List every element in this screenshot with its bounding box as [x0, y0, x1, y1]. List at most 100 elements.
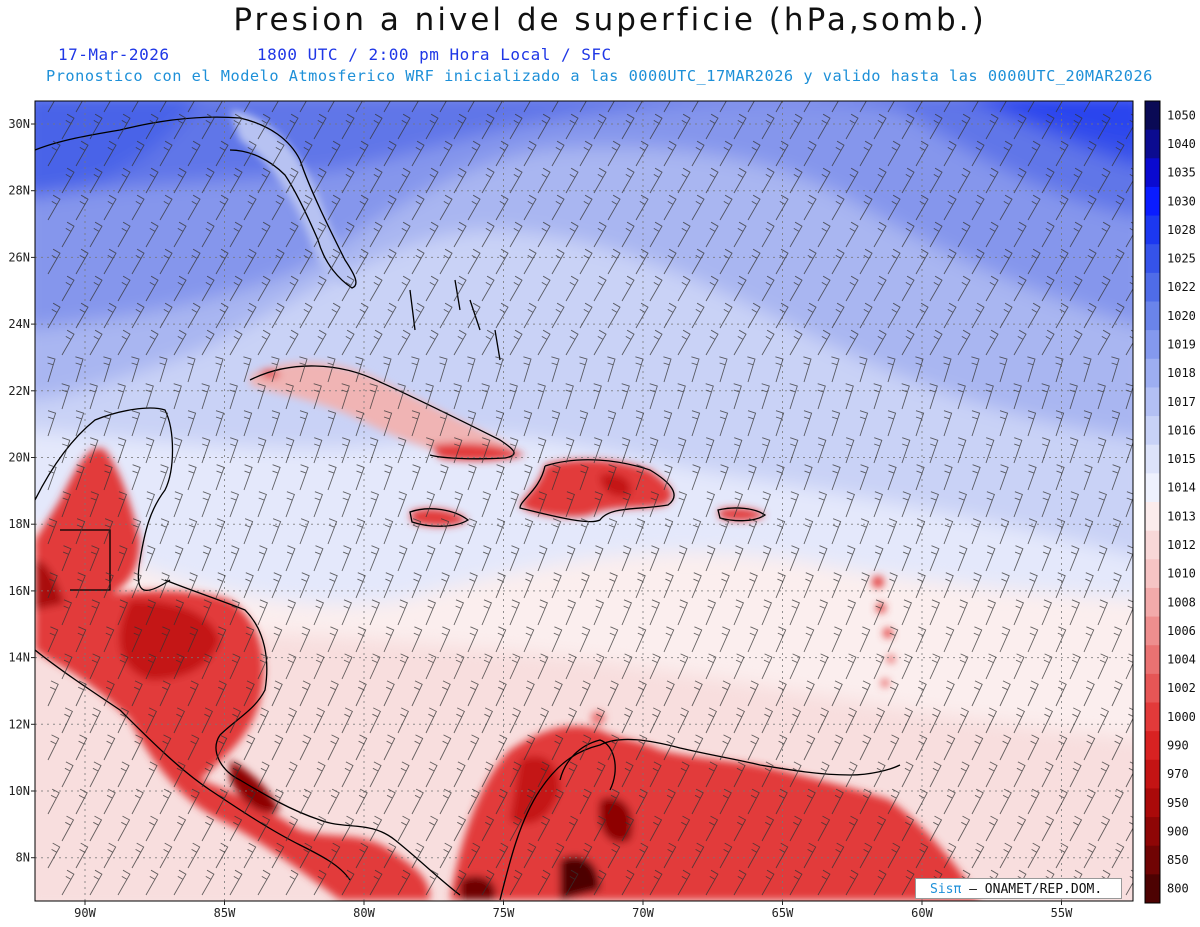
wind-barb — [341, 761, 354, 788]
wind-barb — [551, 842, 565, 869]
wind-barb — [397, 437, 407, 464]
wind-barb — [453, 599, 464, 626]
wind-barb — [509, 329, 523, 356]
wind-barb — [1041, 383, 1050, 410]
wind-barb — [677, 329, 691, 356]
wind-barb — [551, 140, 565, 167]
wind-barb — [1097, 707, 1109, 734]
wind-barb — [621, 761, 634, 788]
wind-barb — [789, 599, 800, 626]
wind-barb — [831, 680, 843, 707]
wind-barb — [411, 194, 425, 221]
wind-barb — [957, 815, 971, 842]
wind-barb — [761, 545, 772, 572]
wind-barb — [243, 572, 254, 599]
wind-barb — [803, 140, 817, 167]
lat-label: 14N — [8, 651, 30, 665]
wind-barb — [411, 101, 419, 113]
wind-barb — [817, 545, 828, 572]
wind-barb — [677, 869, 691, 896]
wind-barb — [509, 869, 523, 896]
wind-barb — [117, 599, 128, 626]
wind-barb — [985, 275, 999, 302]
wind-barb — [467, 464, 477, 491]
wind-barb — [537, 221, 551, 248]
wind-barb — [75, 464, 85, 491]
wind-barb — [957, 491, 967, 518]
wind-barb — [747, 302, 761, 329]
wind-barb — [509, 491, 519, 518]
wind-barb — [761, 113, 775, 140]
wind-barb — [537, 815, 551, 842]
wind-barb — [1055, 626, 1067, 653]
wind-barb — [831, 140, 845, 167]
wind-barb — [761, 599, 772, 626]
wind-barb — [789, 653, 801, 680]
wind-barb — [383, 464, 393, 491]
wind-barb — [621, 221, 635, 248]
wind-barb — [271, 410, 281, 437]
colorbar-swatch — [1145, 387, 1160, 417]
wind-barb — [383, 410, 393, 437]
wind-barb — [733, 869, 747, 896]
wind-barb — [495, 410, 505, 437]
wind-barb — [593, 167, 607, 194]
wind-barb — [425, 113, 439, 140]
wind-barb — [831, 626, 843, 653]
wind-barb — [775, 680, 787, 707]
wind-barb — [439, 842, 453, 869]
wind-barb — [47, 572, 58, 599]
lon-label: 85W — [214, 906, 236, 920]
wind-barb — [649, 437, 659, 464]
wind-barb — [75, 302, 89, 329]
wind-barb — [117, 869, 131, 896]
wind-barb — [229, 329, 243, 356]
wind-barb — [873, 761, 886, 788]
wind-barb — [131, 101, 139, 113]
wind-barb — [621, 599, 632, 626]
wind-barb — [509, 653, 521, 680]
wind-barb — [383, 302, 397, 329]
wind-barb — [747, 356, 756, 383]
wind-barb — [789, 545, 800, 572]
wind-barb — [411, 680, 423, 707]
wind-barb — [1125, 221, 1133, 248]
wind-barb — [733, 653, 745, 680]
wind-barb — [383, 518, 394, 545]
wind-barb — [551, 734, 564, 761]
wind-barb — [481, 383, 490, 410]
wind-barb — [775, 626, 787, 653]
wind-barb — [1097, 491, 1107, 518]
wind-barb — [817, 383, 826, 410]
wind-barb — [957, 653, 969, 680]
wind-barb — [621, 113, 635, 140]
wind-barb — [915, 410, 925, 437]
wind-barb — [411, 734, 424, 761]
wind-barb — [565, 491, 575, 518]
wind-barb — [523, 302, 537, 329]
wind-barb — [285, 869, 299, 896]
wind-barb — [201, 221, 215, 248]
wind-barb — [187, 410, 197, 437]
wind-barb — [89, 383, 98, 410]
wind-barb — [593, 545, 604, 572]
wind-barb — [1125, 545, 1133, 572]
wind-barb — [159, 248, 173, 275]
wind-barb — [495, 626, 507, 653]
colorbar-swatch — [1145, 702, 1160, 732]
wind-barb — [383, 140, 397, 167]
wind-barb — [495, 248, 509, 275]
wind-barb — [1041, 815, 1055, 842]
wind-barb — [999, 842, 1013, 869]
colorbar-swatch — [1145, 358, 1160, 388]
wind-barb — [481, 707, 493, 734]
wind-barb — [607, 140, 621, 167]
wind-barb — [159, 734, 172, 761]
wind-barb — [775, 410, 785, 437]
wind-barb — [117, 815, 131, 842]
wind-barb — [425, 545, 436, 572]
wind-barb — [747, 680, 759, 707]
wind-barb — [705, 329, 719, 356]
wind-barb — [117, 113, 131, 140]
wind-barb — [985, 221, 999, 248]
